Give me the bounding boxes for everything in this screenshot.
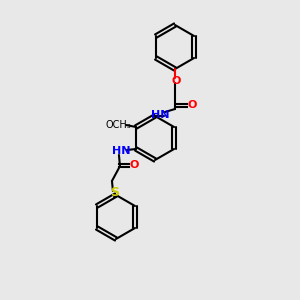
Text: HN: HN xyxy=(112,146,130,156)
Text: OCH₃: OCH₃ xyxy=(105,120,131,130)
Text: O: O xyxy=(171,76,181,86)
Text: O: O xyxy=(187,100,197,110)
Text: S: S xyxy=(110,187,119,200)
Text: O: O xyxy=(129,160,139,170)
Text: HN: HN xyxy=(151,110,169,120)
